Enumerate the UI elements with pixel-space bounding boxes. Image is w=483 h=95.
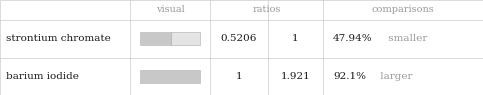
- Bar: [140, 70, 200, 83]
- Text: 47.94%: 47.94%: [333, 34, 372, 43]
- Text: 1.921: 1.921: [281, 72, 311, 81]
- Text: 92.1%: 92.1%: [333, 72, 366, 81]
- Bar: [140, 32, 171, 45]
- Text: visual: visual: [156, 6, 185, 15]
- Text: 1: 1: [236, 72, 242, 81]
- Text: smaller: smaller: [385, 34, 427, 43]
- Text: ratios: ratios: [252, 6, 281, 15]
- Text: larger: larger: [377, 72, 412, 81]
- Bar: [140, 32, 200, 45]
- Text: 0.5206: 0.5206: [221, 34, 257, 43]
- Text: strontium chromate: strontium chromate: [6, 34, 111, 43]
- Bar: [140, 70, 200, 83]
- Text: comparisons: comparisons: [371, 6, 434, 15]
- Text: barium iodide: barium iodide: [6, 72, 79, 81]
- Text: 1: 1: [292, 34, 299, 43]
